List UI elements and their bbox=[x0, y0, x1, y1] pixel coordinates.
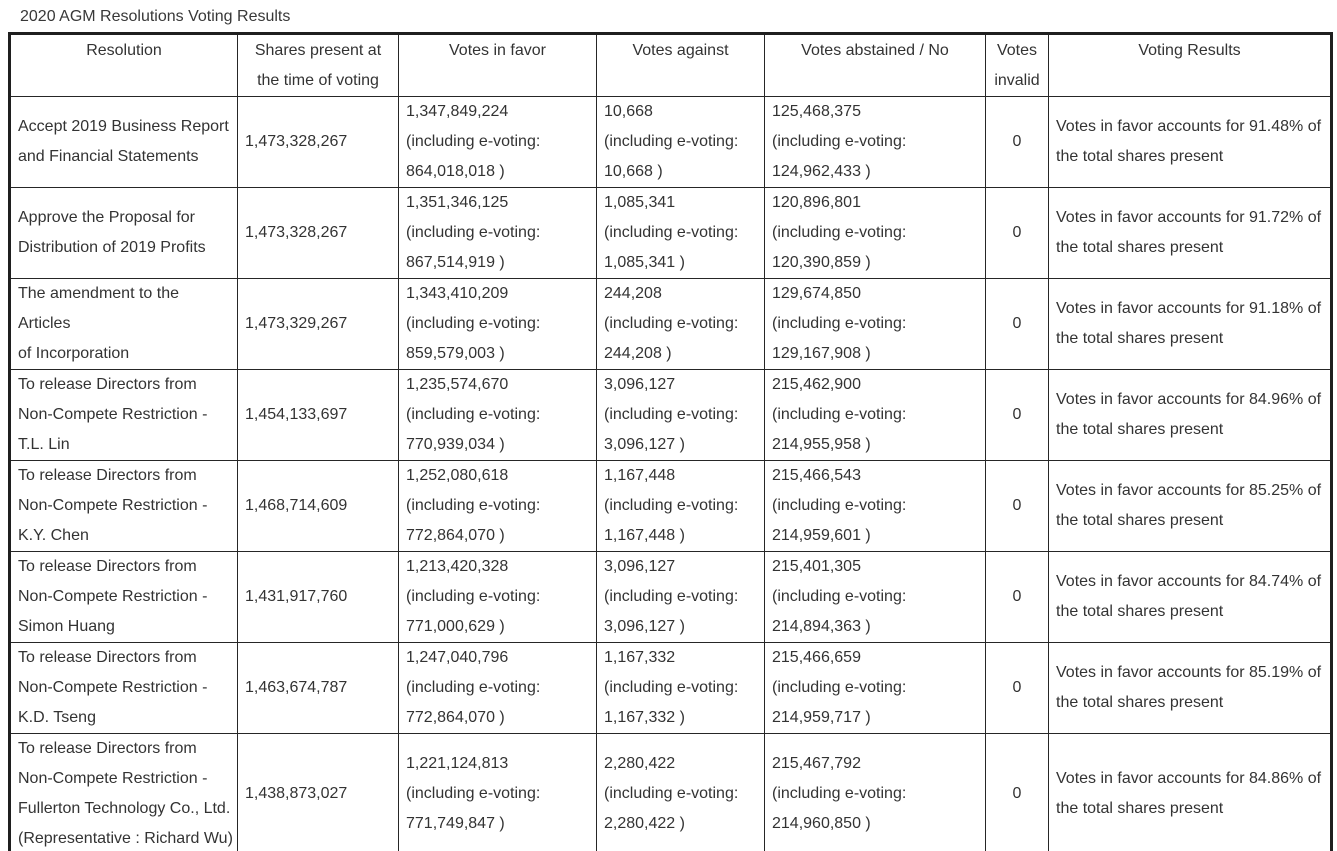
votes-abstained-cell: 120,896,801 (including e-voting: 120,390… bbox=[764, 187, 986, 279]
votes-in-favor-cell: 1,252,080,618 (including e-voting: 772,8… bbox=[398, 460, 597, 552]
results-table-body: Accept 2019 Business Report and Financia… bbox=[9, 96, 1332, 851]
votes-against-cell: 1,167,448 (including e-voting: 1,167,448… bbox=[596, 460, 765, 552]
votes-in-favor-cell: 1,213,420,328 (including e-voting: 771,0… bbox=[398, 551, 597, 643]
voting-result-cell: Votes in favor accounts for 84.74% of th… bbox=[1048, 551, 1332, 643]
resolution-cell: To release Directors from Non-Compete Re… bbox=[9, 460, 238, 552]
shares-present-cell: 1,473,328,267 bbox=[237, 96, 399, 188]
table-row: To release Directors from Non-Compete Re… bbox=[9, 460, 1332, 552]
voting-result-cell: Votes in favor accounts for 91.18% of th… bbox=[1048, 278, 1332, 370]
voting-result-cell: Votes in favor accounts for 91.72% of th… bbox=[1048, 187, 1332, 279]
resolution-cell: To release Directors from Non-Compete Re… bbox=[9, 642, 238, 734]
resolution-cell: Accept 2019 Business Report and Financia… bbox=[9, 96, 238, 188]
votes-in-favor-cell: 1,247,040,796 (including e-voting: 772,8… bbox=[398, 642, 597, 734]
resolution-cell: To release Directors from Non-Compete Re… bbox=[9, 369, 238, 461]
header-resolution: Resolution bbox=[9, 33, 238, 97]
votes-abstained-cell: 215,466,543 (including e-voting: 214,959… bbox=[764, 460, 986, 552]
voting-results-table: Resolution Shares present at the time of… bbox=[8, 32, 1333, 851]
voting-result-cell: Votes in favor accounts for 85.19% of th… bbox=[1048, 642, 1332, 734]
votes-invalid-cell: 0 bbox=[985, 369, 1049, 461]
votes-abstained-cell: 215,462,900 (including e-voting: 214,955… bbox=[764, 369, 986, 461]
table-row: To release Directors from Non-Compete Re… bbox=[9, 733, 1332, 851]
header-votes-abstained: Votes abstained / No bbox=[764, 33, 986, 97]
shares-present-cell: 1,463,674,787 bbox=[237, 642, 399, 734]
votes-invalid-cell: 0 bbox=[985, 460, 1049, 552]
votes-abstained-cell: 215,466,659 (including e-voting: 214,959… bbox=[764, 642, 986, 734]
voting-result-cell: Votes in favor accounts for 85.25% of th… bbox=[1048, 460, 1332, 552]
shares-present-cell: 1,473,328,267 bbox=[237, 187, 399, 279]
votes-invalid-cell: 0 bbox=[985, 278, 1049, 370]
shares-present-cell: 1,431,917,760 bbox=[237, 551, 399, 643]
shares-present-cell: 1,454,133,697 bbox=[237, 369, 399, 461]
votes-in-favor-cell: 1,351,346,125 (including e-voting: 867,5… bbox=[398, 187, 597, 279]
voting-result-cell: Votes in favor accounts for 84.96% of th… bbox=[1048, 369, 1332, 461]
votes-in-favor-cell: 1,347,849,224 (including e-voting: 864,0… bbox=[398, 96, 597, 188]
votes-against-cell: 2,280,422 (including e-voting: 2,280,422… bbox=[596, 733, 765, 851]
votes-invalid-cell: 0 bbox=[985, 96, 1049, 188]
header-votes-invalid: Votes invalid bbox=[985, 33, 1049, 97]
document-page: 2020 AGM Resolutions Voting Results Reso… bbox=[0, 7, 1337, 851]
votes-invalid-cell: 0 bbox=[985, 551, 1049, 643]
votes-invalid-cell: 0 bbox=[985, 187, 1049, 279]
votes-in-favor-cell: 1,343,410,209 (including e-voting: 859,5… bbox=[398, 278, 597, 370]
header-votes-in-favor: Votes in favor bbox=[398, 33, 597, 97]
votes-against-cell: 1,085,341 (including e-voting: 1,085,341… bbox=[596, 187, 765, 279]
resolution-cell: To release Directors from Non-Compete Re… bbox=[9, 551, 238, 643]
votes-in-favor-cell: 1,235,574,670 (including e-voting: 770,9… bbox=[398, 369, 597, 461]
votes-against-cell: 3,096,127 (including e-voting: 3,096,127… bbox=[596, 551, 765, 643]
table-header: Resolution Shares present at the time of… bbox=[9, 33, 1332, 97]
table-row: Accept 2019 Business Report and Financia… bbox=[9, 96, 1332, 188]
header-row: Resolution Shares present at the time of… bbox=[9, 33, 1332, 97]
shares-present-cell: 1,438,873,027 bbox=[237, 733, 399, 851]
shares-present-cell: 1,468,714,609 bbox=[237, 460, 399, 552]
votes-against-cell: 244,208 (including e-voting: 244,208 ) bbox=[596, 278, 765, 370]
header-shares-present: Shares present at the time of voting bbox=[237, 33, 399, 97]
resolution-cell: Approve the Proposal for Distribution of… bbox=[9, 187, 238, 279]
page-title: 2020 AGM Resolutions Voting Results bbox=[20, 8, 291, 25]
header-voting-results: Voting Results bbox=[1048, 33, 1332, 97]
votes-in-favor-cell: 1,221,124,813 (including e-voting: 771,7… bbox=[398, 733, 597, 851]
shares-present-cell: 1,473,329,267 bbox=[237, 278, 399, 370]
votes-abstained-cell: 215,467,792 (including e-voting: 214,960… bbox=[764, 733, 986, 851]
votes-abstained-cell: 125,468,375 (including e-voting: 124,962… bbox=[764, 96, 986, 188]
voting-result-cell: Votes in favor accounts for 91.48% of th… bbox=[1048, 96, 1332, 188]
votes-abstained-cell: 215,401,305 (including e-voting: 214,894… bbox=[764, 551, 986, 643]
table-row: The amendment to the Articles of Incorpo… bbox=[9, 278, 1332, 370]
votes-invalid-cell: 0 bbox=[985, 642, 1049, 734]
voting-result-cell: Votes in favor accounts for 84.86% of th… bbox=[1048, 733, 1332, 851]
votes-against-cell: 3,096,127 (including e-voting: 3,096,127… bbox=[596, 369, 765, 461]
votes-abstained-cell: 129,674,850 (including e-voting: 129,167… bbox=[764, 278, 986, 370]
table-row: Approve the Proposal for Distribution of… bbox=[9, 187, 1332, 279]
votes-against-cell: 1,167,332 (including e-voting: 1,167,332… bbox=[596, 642, 765, 734]
votes-invalid-cell: 0 bbox=[985, 733, 1049, 851]
table-row: To release Directors from Non-Compete Re… bbox=[9, 642, 1332, 734]
header-votes-against: Votes against bbox=[596, 33, 765, 97]
votes-against-cell: 10,668 (including e-voting: 10,668 ) bbox=[596, 96, 765, 188]
table-row: To release Directors from Non-Compete Re… bbox=[9, 369, 1332, 461]
table-row: To release Directors from Non-Compete Re… bbox=[9, 551, 1332, 643]
resolution-cell: The amendment to the Articles of Incorpo… bbox=[9, 278, 238, 370]
resolution-cell: To release Directors from Non-Compete Re… bbox=[9, 733, 238, 851]
